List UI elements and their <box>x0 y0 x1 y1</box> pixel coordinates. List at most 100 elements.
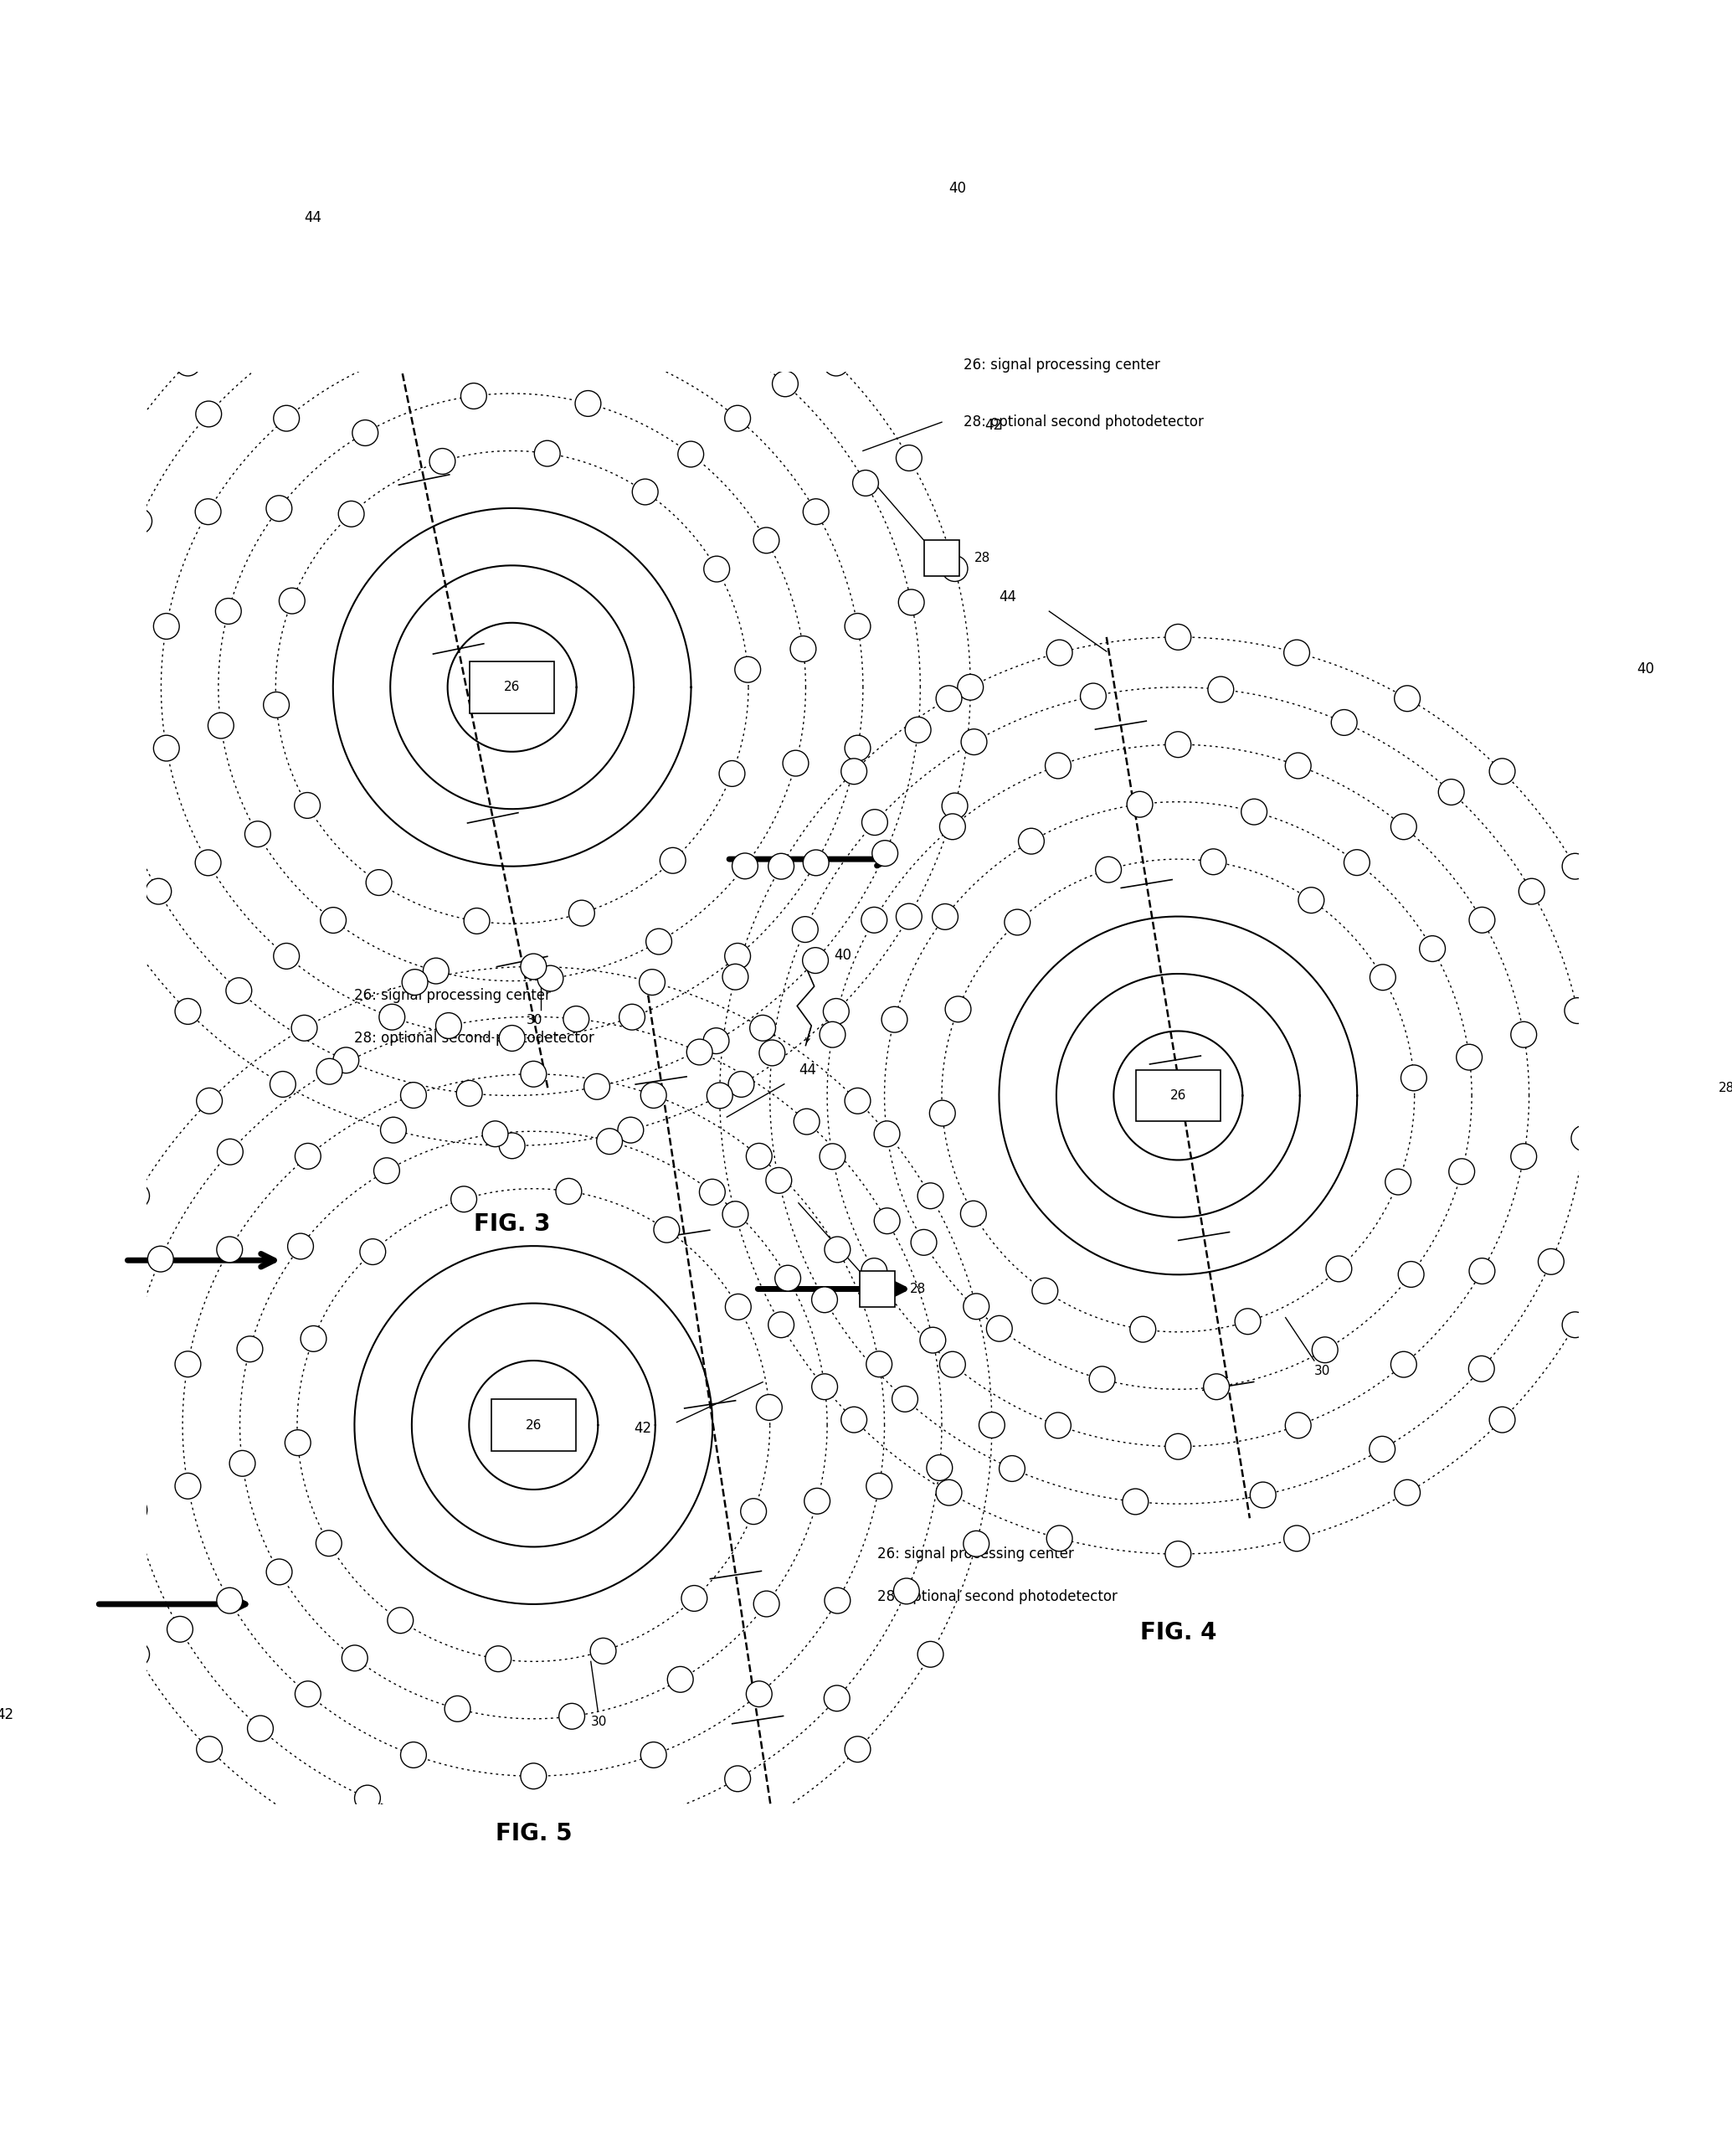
Circle shape <box>563 1007 589 1033</box>
Circle shape <box>1046 1526 1072 1552</box>
Circle shape <box>537 966 563 992</box>
Circle shape <box>606 1811 630 1837</box>
Circle shape <box>920 1328 946 1354</box>
Circle shape <box>726 1294 752 1319</box>
Circle shape <box>1391 813 1417 839</box>
Circle shape <box>175 1473 201 1498</box>
Circle shape <box>291 1015 317 1041</box>
Circle shape <box>1128 791 1154 817</box>
Circle shape <box>769 1311 793 1337</box>
Circle shape <box>1242 800 1268 826</box>
Circle shape <box>1032 1279 1058 1304</box>
Circle shape <box>575 390 601 416</box>
Text: 40: 40 <box>835 949 852 964</box>
Circle shape <box>1283 640 1309 666</box>
Circle shape <box>753 1591 779 1617</box>
Circle shape <box>804 849 830 875</box>
Circle shape <box>485 1645 511 1671</box>
Circle shape <box>294 1682 320 1708</box>
Circle shape <box>196 401 222 427</box>
Circle shape <box>216 1138 242 1164</box>
Circle shape <box>499 216 525 241</box>
Circle shape <box>1469 1356 1495 1382</box>
Circle shape <box>225 979 251 1003</box>
Circle shape <box>123 1184 149 1210</box>
Circle shape <box>535 440 559 466</box>
Circle shape <box>126 509 152 535</box>
Circle shape <box>845 1736 871 1761</box>
Circle shape <box>899 589 925 614</box>
Circle shape <box>154 612 180 638</box>
Circle shape <box>1450 1158 1474 1184</box>
Circle shape <box>774 1266 800 1291</box>
Circle shape <box>1562 854 1588 880</box>
Circle shape <box>379 345 405 371</box>
Circle shape <box>845 735 871 761</box>
Circle shape <box>894 1578 920 1604</box>
Circle shape <box>804 1488 830 1514</box>
Circle shape <box>911 1229 937 1255</box>
Circle shape <box>1510 1022 1536 1048</box>
Circle shape <box>478 1818 504 1843</box>
Circle shape <box>208 714 234 740</box>
Circle shape <box>121 1496 147 1522</box>
Circle shape <box>267 496 293 522</box>
Circle shape <box>930 1100 956 1125</box>
Circle shape <box>215 599 241 623</box>
Circle shape <box>812 1287 838 1313</box>
Circle shape <box>248 1716 274 1742</box>
Text: 28: 28 <box>909 1283 925 1296</box>
Circle shape <box>400 1082 426 1108</box>
Circle shape <box>499 323 525 349</box>
Text: FIG. 5: FIG. 5 <box>495 1822 572 1846</box>
Circle shape <box>1607 964 1633 990</box>
Circle shape <box>1018 828 1044 854</box>
Circle shape <box>790 636 816 662</box>
Circle shape <box>1044 1412 1070 1438</box>
Text: 26: 26 <box>525 1419 542 1432</box>
Circle shape <box>1285 752 1311 778</box>
Circle shape <box>270 1072 296 1097</box>
Circle shape <box>724 1766 750 1792</box>
Circle shape <box>722 1201 748 1227</box>
FancyBboxPatch shape <box>1136 1069 1221 1121</box>
Text: 40: 40 <box>949 181 966 196</box>
Circle shape <box>1166 625 1192 649</box>
Circle shape <box>196 1736 222 1761</box>
Circle shape <box>559 1703 585 1729</box>
Circle shape <box>229 1451 255 1477</box>
Circle shape <box>1327 1257 1351 1281</box>
Circle shape <box>196 849 222 875</box>
Circle shape <box>802 946 828 972</box>
Circle shape <box>175 349 201 375</box>
Text: 26: 26 <box>1171 1089 1186 1102</box>
Circle shape <box>1332 709 1358 735</box>
Circle shape <box>499 1026 525 1052</box>
Circle shape <box>746 1682 772 1708</box>
Circle shape <box>812 1373 838 1399</box>
Text: 26: signal processing center: 26: signal processing center <box>878 1546 1074 1561</box>
Circle shape <box>823 998 849 1024</box>
Circle shape <box>729 278 753 304</box>
Circle shape <box>918 1641 944 1667</box>
Circle shape <box>379 1005 405 1031</box>
Text: 30: 30 <box>591 1716 606 1729</box>
Circle shape <box>294 793 320 819</box>
Circle shape <box>1081 683 1107 709</box>
Circle shape <box>196 1089 222 1115</box>
Circle shape <box>114 1369 140 1395</box>
Circle shape <box>895 903 921 929</box>
Circle shape <box>521 1871 546 1897</box>
Circle shape <box>521 1061 546 1087</box>
Circle shape <box>940 813 965 839</box>
Text: 42: 42 <box>986 418 1003 433</box>
Circle shape <box>641 1082 667 1108</box>
Circle shape <box>618 345 644 371</box>
Circle shape <box>719 761 745 787</box>
Circle shape <box>1438 778 1464 804</box>
Circle shape <box>987 1315 1011 1341</box>
Circle shape <box>1207 677 1233 703</box>
Circle shape <box>703 1028 729 1054</box>
Circle shape <box>667 1667 693 1692</box>
Text: 28: 28 <box>1718 1082 1732 1095</box>
